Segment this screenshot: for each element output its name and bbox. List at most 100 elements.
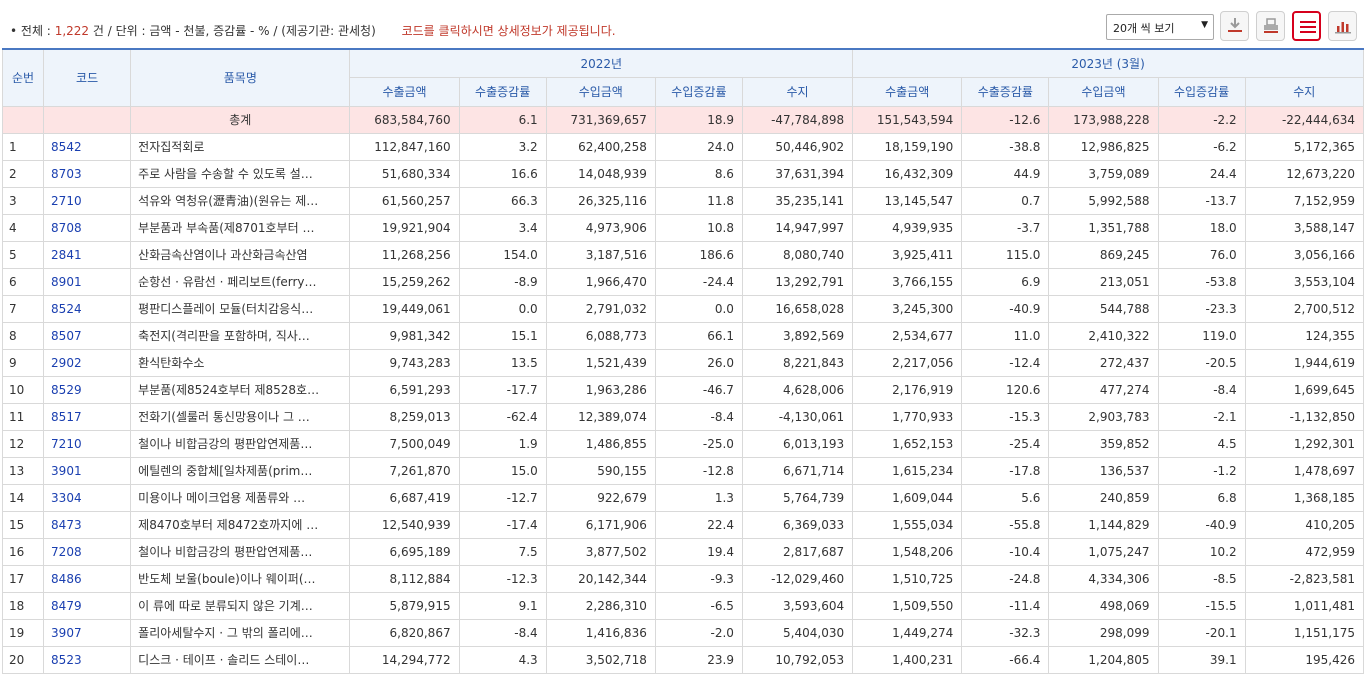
cell-import-rate: 24.4 bbox=[1157, 159, 1246, 188]
code-link[interactable]: 3907 bbox=[43, 618, 132, 647]
cell-import-rate: -15.5 bbox=[1157, 591, 1246, 620]
cell-item-name: 폴리아세탈수지 · 그 밖의 폴리에… bbox=[130, 618, 351, 647]
cell-import-rate: 39.1 bbox=[1157, 645, 1246, 674]
table-row: 2 8703 주로 사람을 수송할 수 있도록 설… 51,680,334 16.6 14… bbox=[1, 159, 1365, 188]
table-row: 13 3901 에틸렌의 중합체[일차제품(prim… 7,261,870 15.0 59… bbox=[1, 456, 1365, 485]
cell-export-amount: 1,509,550 bbox=[852, 591, 963, 620]
chart-view-button[interactable] bbox=[1328, 11, 1357, 41]
cell-balance: 1,368,185 bbox=[1244, 483, 1365, 512]
cell-import-rate: -46.7 bbox=[654, 375, 743, 404]
cell-item-name: 축전지(격리판을 포함하며, 직사… bbox=[130, 321, 351, 350]
code-link[interactable]: 8479 bbox=[43, 591, 132, 620]
cell-item-name: 순항선 · 유람선 · 페리보트(ferry… bbox=[130, 267, 351, 296]
cell-import-rate: -1.2 bbox=[1157, 456, 1246, 485]
cell-balance: -12,029,460 bbox=[741, 564, 854, 593]
code-link[interactable]: 3901 bbox=[43, 456, 132, 485]
code-link[interactable]: 8703 bbox=[43, 159, 132, 188]
cell-import-amount: 2,903,783 bbox=[1048, 402, 1159, 431]
cell-balance: 8,080,740 bbox=[741, 240, 854, 269]
cell-import-rate: -2.1 bbox=[1157, 402, 1246, 431]
cell-item-name: 디스크 · 테이프 · 솔리드 스테이… bbox=[130, 645, 351, 674]
cell-import-rate: 18.9 bbox=[654, 105, 743, 134]
code-link[interactable]: 8542 bbox=[43, 132, 132, 161]
header-period-2023: 2023년 (3월) bbox=[852, 48, 1364, 78]
cell-import-rate: -6.2 bbox=[1157, 132, 1246, 161]
code-link[interactable]: 8507 bbox=[43, 321, 132, 350]
cell-import-amount: 20,142,344 bbox=[545, 564, 656, 593]
header-code: 코드 bbox=[43, 48, 132, 107]
code-link[interactable]: 7210 bbox=[43, 429, 132, 458]
header-import-amount: 수입금액 bbox=[1048, 77, 1159, 107]
cell-export-rate: 154.0 bbox=[458, 240, 547, 269]
cell-balance: 124,355 bbox=[1244, 321, 1365, 350]
cell-export-amount: 19,449,061 bbox=[349, 294, 460, 323]
cell-import-amount: 1,204,805 bbox=[1048, 645, 1159, 674]
cell-item-name: 석유와 역청유(瀝青油)(원유는 제… bbox=[130, 186, 351, 215]
table-row: 11 8517 전화기(셀룰러 통신망용이나 그 … 8,259,013 -62.4 12… bbox=[1, 402, 1365, 431]
cell-balance: 3,056,166 bbox=[1244, 240, 1365, 269]
cell-export-rate: 66.3 bbox=[458, 186, 547, 215]
code-link[interactable]: 8901 bbox=[43, 267, 132, 296]
cell-seq: 12 bbox=[1, 429, 45, 458]
cell-balance: 410,205 bbox=[1244, 510, 1365, 539]
code-link[interactable]: 8523 bbox=[43, 645, 132, 674]
cell-import-amount: 12,986,825 bbox=[1048, 132, 1159, 161]
total-label: 총계 bbox=[130, 105, 351, 134]
cell-export-rate: -62.4 bbox=[458, 402, 547, 431]
per-page-label: 20개 씩 보기 bbox=[1113, 22, 1175, 35]
cell-export-rate: -38.8 bbox=[961, 132, 1050, 161]
cell-export-rate: -17.8 bbox=[961, 456, 1050, 485]
cell-import-rate: 4.5 bbox=[1157, 429, 1246, 458]
list-view-button[interactable] bbox=[1292, 11, 1321, 41]
cell-export-amount: 18,159,190 bbox=[852, 132, 963, 161]
code-link[interactable]: 8529 bbox=[43, 375, 132, 404]
cell-import-rate: 11.8 bbox=[654, 186, 743, 215]
cell-export-rate: -3.7 bbox=[961, 213, 1050, 242]
cell-export-rate: 9.1 bbox=[458, 591, 547, 620]
cell-export-rate: -12.4 bbox=[961, 348, 1050, 377]
cell-import-rate: 23.9 bbox=[654, 645, 743, 674]
code-link[interactable]: 8708 bbox=[43, 213, 132, 242]
cell-export-rate: 16.6 bbox=[458, 159, 547, 188]
code-link[interactable]: 2902 bbox=[43, 348, 132, 377]
chart-icon bbox=[1335, 22, 1351, 34]
cell-item-name: 환식탄화수소 bbox=[130, 348, 351, 377]
cell-import-amount: 731,369,657 bbox=[545, 105, 656, 134]
cell-seq: 19 bbox=[1, 618, 45, 647]
code-link[interactable]: 2841 bbox=[43, 240, 132, 269]
total-label: 전체 : bbox=[20, 24, 51, 38]
per-page-select[interactable]: 20개 씩 보기 ▼ bbox=[1106, 14, 1214, 40]
table-row: 3 2710 석유와 역청유(瀝青油)(원유는 제… 61,560,257 66.3 26… bbox=[1, 186, 1365, 215]
cell-seq: 8 bbox=[1, 321, 45, 350]
cell-import-amount: 240,859 bbox=[1048, 483, 1159, 512]
cell-export-rate: 0.0 bbox=[458, 294, 547, 323]
cell-export-rate: 6.1 bbox=[458, 105, 547, 134]
code-link[interactable]: 3304 bbox=[43, 483, 132, 512]
code-link[interactable]: 8486 bbox=[43, 564, 132, 593]
cell-seq: 17 bbox=[1, 564, 45, 593]
code-link[interactable]: 8473 bbox=[43, 510, 132, 539]
total-unit: 건 bbox=[92, 24, 104, 38]
cell-import-amount: 2,410,322 bbox=[1048, 321, 1159, 350]
cell-item-name: 에틸렌의 중합체[일차제품(prim… bbox=[130, 456, 351, 485]
cell-export-rate: -8.9 bbox=[458, 267, 547, 296]
code-link[interactable]: 8517 bbox=[43, 402, 132, 431]
cell-balance: 5,764,739 bbox=[741, 483, 854, 512]
cell-import-amount: 6,088,773 bbox=[545, 321, 656, 350]
code-link[interactable]: 2710 bbox=[43, 186, 132, 215]
cell-export-amount: 7,500,049 bbox=[349, 429, 460, 458]
cell-balance: -47,784,898 bbox=[741, 105, 854, 134]
cell-export-rate: 3.2 bbox=[458, 132, 547, 161]
code-link[interactable]: 8524 bbox=[43, 294, 132, 323]
cell-export-rate: 0.7 bbox=[961, 186, 1050, 215]
total-count: 1,222 bbox=[54, 24, 90, 38]
cell-item-name: 이 류에 따로 분류되지 않은 기계… bbox=[130, 591, 351, 620]
cell-export-amount: 1,770,933 bbox=[852, 402, 963, 431]
cell-export-rate: 11.0 bbox=[961, 321, 1050, 350]
download-button[interactable] bbox=[1220, 11, 1249, 41]
print-button[interactable] bbox=[1256, 11, 1285, 41]
cell-import-amount: 1,351,788 bbox=[1048, 213, 1159, 242]
cell-import-amount: 298,099 bbox=[1048, 618, 1159, 647]
code-link[interactable]: 7208 bbox=[43, 537, 132, 566]
cell-import-rate: 22.4 bbox=[654, 510, 743, 539]
